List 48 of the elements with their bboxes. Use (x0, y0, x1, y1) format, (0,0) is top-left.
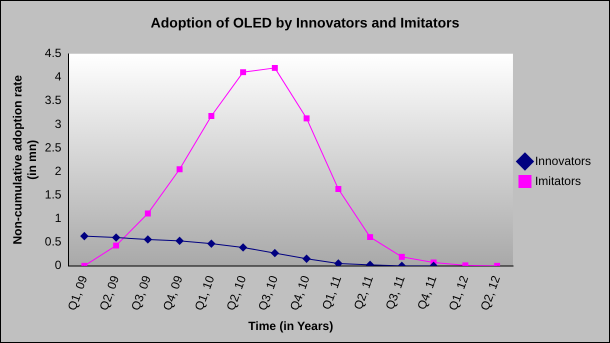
point (240, 69, 246, 76)
legend-label: Innovators (534, 154, 592, 168)
point (176, 166, 183, 172)
x-tick-label: Q2, 11 (350, 273, 376, 312)
point (207, 240, 216, 248)
y-tick-label: 3.5 (44, 93, 62, 108)
x-tick-label: Q3, 10 (255, 273, 281, 312)
point (304, 115, 310, 122)
x-tick-label: Q1, 12 (446, 273, 472, 312)
point (335, 186, 342, 192)
y-tick-label: 2 (54, 164, 62, 178)
x-tick-label: Q1, 10 (192, 273, 218, 312)
y-tick-label: 3 (54, 116, 62, 131)
point (367, 234, 374, 240)
y-tick-label: 4 (54, 70, 62, 84)
x-tick-label: Q2, 12 (478, 273, 504, 312)
x-tick-label: Q2, 09 (96, 273, 122, 312)
point (112, 234, 120, 242)
point (144, 235, 152, 244)
x-tick-label: Q4, 09 (160, 273, 186, 312)
point (334, 259, 342, 266)
point (144, 210, 151, 216)
y-tick-label: 4.5 (44, 46, 62, 60)
legend-label: Imitators (534, 174, 581, 188)
x-tick-label: Q3, 09 (128, 273, 154, 312)
chart-title: Adoption of OLED by Innovators and Imitators (150, 14, 460, 30)
y-tick-label: 1 (54, 211, 62, 226)
x-tick-label: Q3, 11 (382, 273, 408, 312)
y-tick-label: 0.5 (44, 234, 62, 249)
point (176, 236, 184, 245)
point (398, 254, 405, 260)
point (270, 249, 279, 258)
point (113, 242, 120, 249)
y-tick-label: 1.5 (44, 187, 62, 202)
point (272, 64, 278, 71)
x-tick-label: Q2, 10 (224, 273, 250, 312)
point (208, 113, 214, 119)
x-tick-label: Q4, 10 (287, 273, 313, 312)
y-tick-label: 2.5 (44, 140, 62, 154)
y-axis-title: Non-cumulative adoption rate (in mn) (10, 74, 39, 244)
x-tick-label: Q1, 09 (64, 273, 90, 312)
point (239, 243, 248, 252)
x-axis-title: Time (in Years) (248, 319, 334, 334)
point (80, 232, 88, 240)
y-tick-label: 0 (54, 258, 62, 272)
x-tick-label: Q1, 11 (319, 273, 344, 312)
point (302, 254, 311, 263)
x-tick-label: Q4, 11 (414, 273, 440, 312)
